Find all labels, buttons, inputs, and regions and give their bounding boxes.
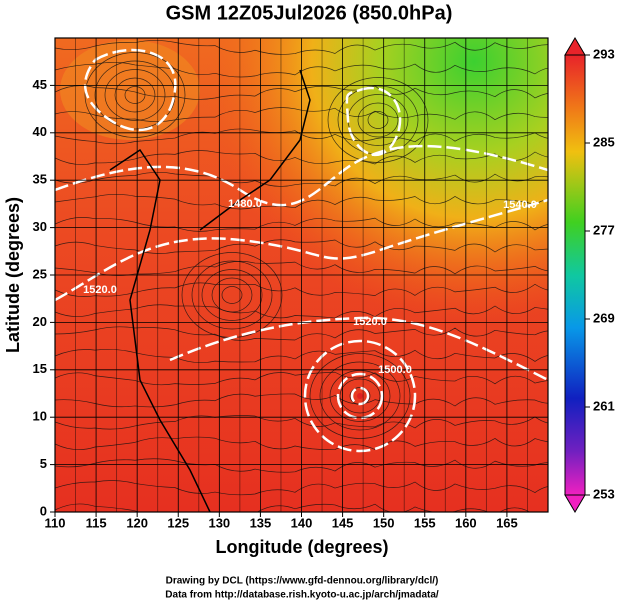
colorbar-max-arrow [564, 37, 586, 56]
streamline [104, 69, 166, 121]
streamline [221, 286, 243, 304]
y-tick-label: 35 [33, 172, 47, 187]
streamline [191, 260, 273, 330]
streamline [55, 393, 548, 408]
contour-label: 1540.0 [503, 199, 537, 211]
y-tick-label: 30 [33, 219, 47, 234]
streamline [329, 370, 391, 422]
x-tick-label: 160 [455, 515, 477, 530]
x-tick-label: 135 [250, 515, 272, 530]
x-tick-label: 140 [291, 515, 313, 530]
streamline [55, 458, 548, 473]
x-axis-label: Longitude (degrees) [215, 537, 388, 557]
streamline [55, 239, 548, 254]
contour [345, 86, 402, 156]
contour-label: 1520.0 [83, 284, 117, 296]
streamline [309, 353, 411, 439]
streamline [327, 77, 429, 163]
contour [55, 198, 548, 302]
streamline [55, 260, 548, 276]
credit: Drawing by DCL (https://www.gfd-dennou.o… [166, 576, 439, 587]
contour [336, 372, 384, 420]
colorbar-tick-label: 293 [593, 46, 615, 61]
streamline [84, 52, 186, 138]
streamline [55, 193, 548, 210]
streamline [357, 102, 399, 138]
y-axis-label: Latitude (degrees) [3, 197, 23, 353]
coastline [199, 69, 311, 231]
colorbar [564, 54, 586, 496]
streamline [55, 348, 548, 364]
contour-label: 1520.0 [353, 316, 387, 328]
streamline [55, 480, 548, 496]
credit: Data from http://database.rish.kyoto-u.a… [165, 590, 439, 601]
title: GSM 12Z05Jul2026 (850.0hPa) [166, 2, 453, 24]
streamline [55, 107, 548, 123]
x-tick-label: 115 [86, 515, 107, 530]
x-tick-label: 110 [45, 515, 66, 530]
colorbar-tick-label: 253 [593, 486, 615, 501]
contour [350, 386, 370, 406]
x-tick-label: 145 [332, 515, 354, 530]
streamline [55, 85, 548, 100]
y-tick-label: 45 [33, 77, 47, 92]
streamline [114, 77, 156, 113]
streamline [55, 282, 548, 297]
warm-blob [60, 40, 200, 140]
y-tick-label: 5 [40, 456, 47, 471]
x-tick-label: 165 [496, 515, 518, 530]
streamline [367, 111, 389, 129]
streamline [55, 217, 548, 232]
x-tick-label: 150 [373, 515, 395, 530]
streamline [55, 61, 548, 78]
typhoon-center [357, 393, 363, 399]
streamline [94, 60, 176, 130]
streamline [55, 436, 548, 451]
colorbar-tick-label: 269 [593, 310, 615, 325]
contour [169, 316, 548, 382]
streamline [55, 40, 548, 55]
contour-label: 1480.0 [228, 198, 262, 210]
y-tick-label: 0 [40, 503, 47, 518]
y-tick-label: 15 [33, 361, 47, 376]
streamline [55, 128, 548, 145]
streamline [319, 361, 401, 431]
streamline [55, 304, 548, 319]
streamline [339, 378, 381, 414]
y-tick-label: 10 [33, 409, 47, 424]
contour [303, 339, 417, 453]
x-tick-label: 120 [126, 515, 148, 530]
streamlines [55, 40, 548, 512]
x-tick-label: 130 [208, 515, 230, 530]
coastline [109, 148, 211, 512]
y-tick-label: 40 [33, 124, 47, 139]
streamline [55, 371, 548, 386]
colorbar-tick-label: 261 [593, 398, 615, 413]
contour [55, 144, 548, 207]
y-tick-label: 20 [33, 314, 47, 329]
contour-label: 1500.0 [378, 364, 412, 376]
x-tick-label: 155 [414, 515, 436, 530]
colorbar-tick-label: 285 [593, 134, 615, 149]
streamline [201, 269, 263, 321]
streamline [55, 326, 548, 341]
colorbar-tick-label: 277 [593, 222, 615, 237]
x-tick-label: 125 [167, 515, 189, 530]
colorbar-min-arrow [564, 494, 586, 513]
field: 1520.0 1480.0 1520.0 1540.0 1500.0 [55, 38, 548, 512]
y-tick-label: 25 [33, 266, 47, 281]
streamline [55, 171, 548, 187]
streamline [211, 277, 253, 313]
streamline [124, 86, 146, 104]
